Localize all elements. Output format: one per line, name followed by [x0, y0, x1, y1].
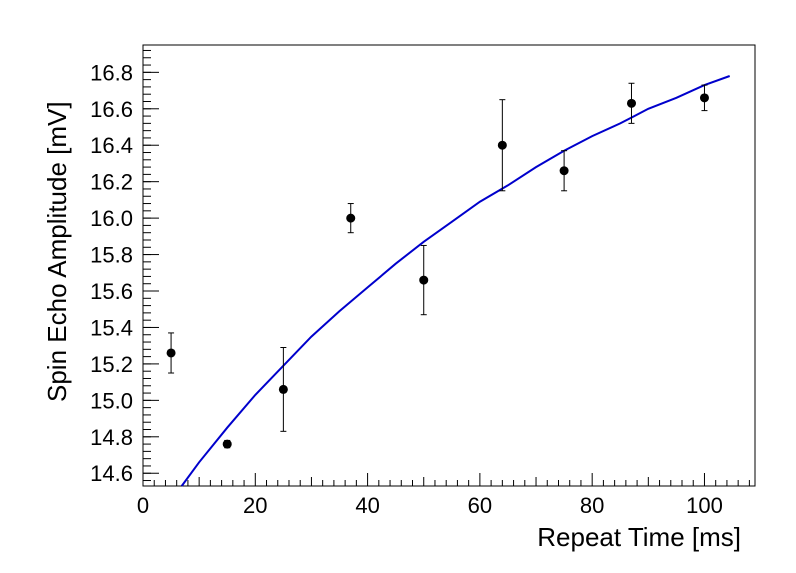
y-tick-label: 16.0	[90, 206, 133, 231]
x-tick-label: 80	[580, 493, 604, 518]
data-point	[699, 93, 709, 103]
y-tick-label: 16.6	[90, 97, 133, 122]
x-tick-label: 20	[243, 493, 267, 518]
points-layer	[166, 82, 709, 449]
y-tick-label: 15.6	[90, 279, 133, 304]
y-tick-label: 16.8	[90, 60, 133, 85]
fit-layer	[180, 75, 731, 487]
y-tick-label: 15.2	[90, 352, 133, 377]
y-tick-label: 16.2	[90, 170, 133, 195]
data-point	[346, 213, 356, 223]
y-axis-title: Spin Echo Amplitude [mV]	[42, 101, 72, 402]
x-tick-label: 60	[468, 493, 492, 518]
data-point	[497, 140, 507, 150]
y-tick-label: 15.8	[90, 243, 133, 268]
data-point	[222, 439, 232, 449]
y-tick-label: 16.4	[90, 133, 133, 158]
axes-layer	[142, 44, 756, 487]
fit-curve	[180, 75, 731, 487]
x-tick-label: 40	[355, 493, 379, 518]
x-tick-label: 100	[686, 493, 723, 518]
data-point	[419, 275, 429, 285]
data-point	[559, 166, 569, 176]
x-axis-title: Repeat Time [ms]	[537, 522, 741, 552]
y-tick-label: 15.0	[90, 388, 133, 413]
y-tick-label: 14.8	[90, 425, 133, 450]
y-tick-label: 14.6	[90, 461, 133, 486]
y-tick-label: 15.4	[90, 315, 133, 340]
data-point	[278, 384, 288, 394]
data-point	[166, 348, 176, 358]
data-point	[626, 98, 636, 108]
plot-frame	[142, 44, 756, 487]
x-tick-label: 0	[137, 493, 149, 518]
ticks-layer: 0 20 40 60 80 100 14.6 14.8 15.0 15.2 15.4 15.6 15.8…	[90, 49, 750, 518]
